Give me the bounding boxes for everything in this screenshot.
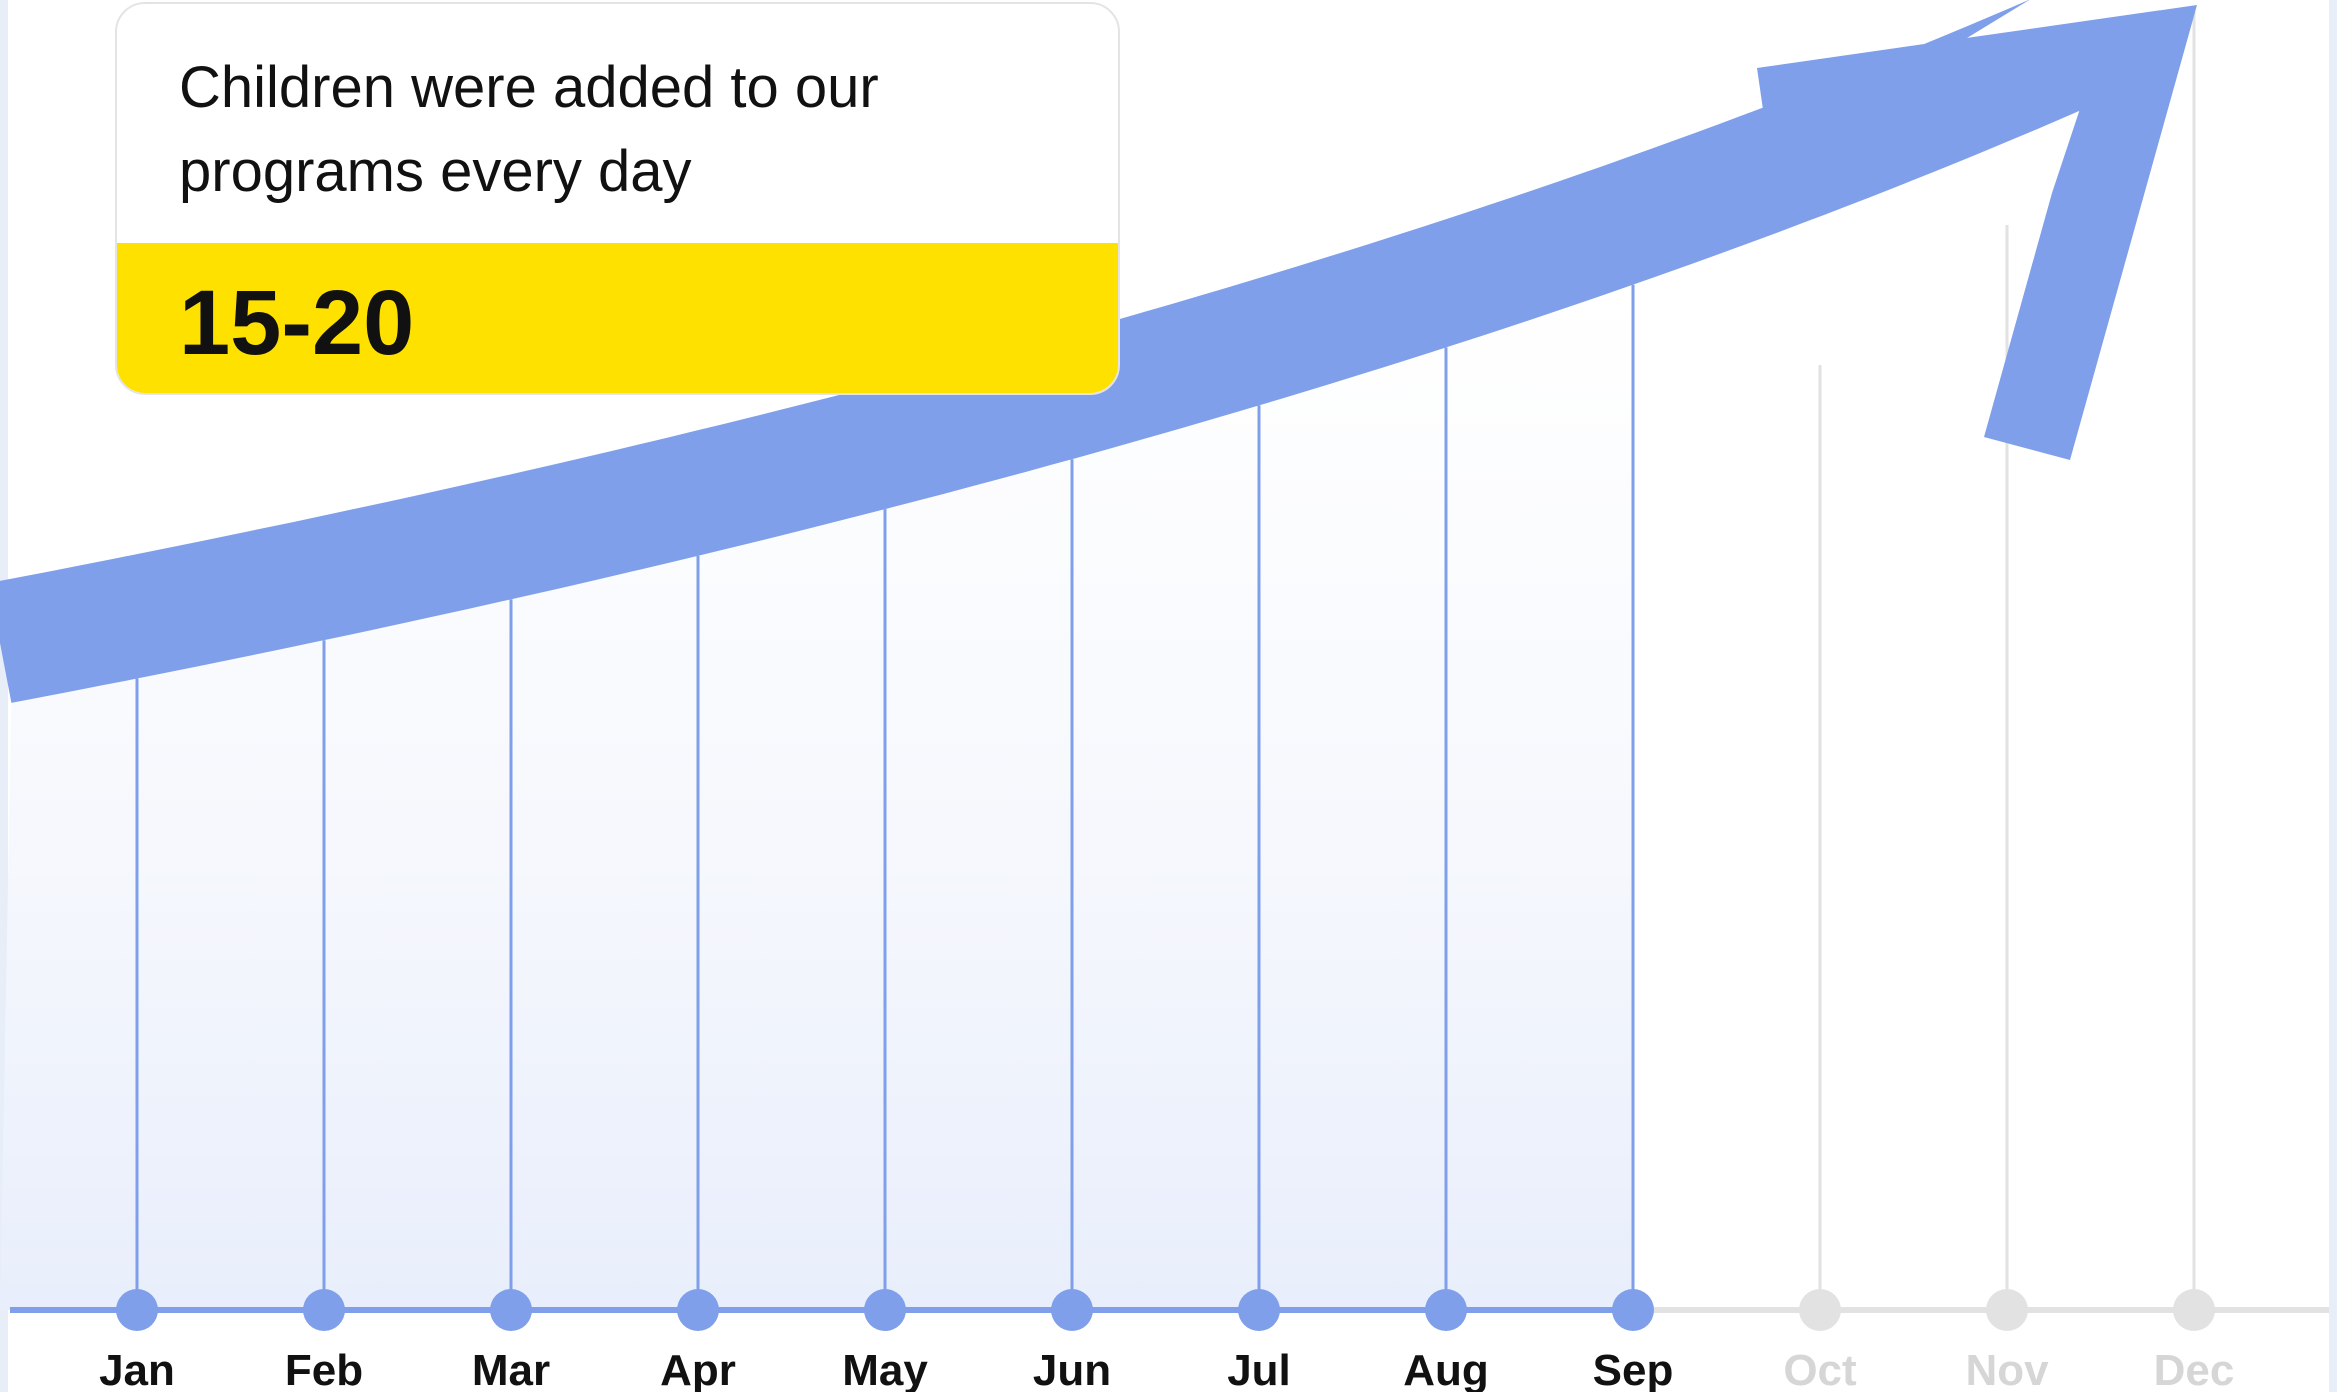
point-feb [303,1289,345,1331]
tick-label-feb: Feb [285,1346,363,1392]
callout-value: 15-20 [179,272,415,374]
point-aug [1425,1289,1467,1331]
left-edge-strip [0,0,8,1392]
point-jul [1238,1289,1280,1331]
point-mar [490,1289,532,1331]
tick-label-dec: Dec [2154,1346,2235,1392]
tick-label-mar: Mar [472,1346,550,1392]
right-edge-strip [2329,0,2337,1392]
point-may [864,1289,906,1331]
tick-label-aug: Aug [1403,1346,1489,1392]
point-oct [1799,1289,1841,1331]
point-nov [1986,1289,2028,1331]
tick-label-sep: Sep [1593,1346,1674,1392]
point-apr [677,1289,719,1331]
tick-label-jun: Jun [1033,1346,1111,1392]
point-sep [1612,1289,1654,1331]
tick-label-oct: Oct [1783,1346,1857,1392]
tick-label-apr: Apr [660,1346,736,1392]
tick-label-may: May [842,1346,928,1392]
tick-label-jul: Jul [1227,1346,1291,1392]
callout-text: Children were added to our programs ever… [179,55,879,204]
tick-label-nov: Nov [1965,1346,2049,1392]
stat-callout-card: Children were added to our programs ever… [115,2,1120,395]
point-jan [116,1289,158,1331]
callout-value-band: 15-20 [117,243,1118,393]
point-dec [2173,1289,2215,1331]
active-area-fill [0,284,1633,1311]
tick-label-jan: Jan [99,1346,175,1392]
point-jun [1051,1289,1093,1331]
